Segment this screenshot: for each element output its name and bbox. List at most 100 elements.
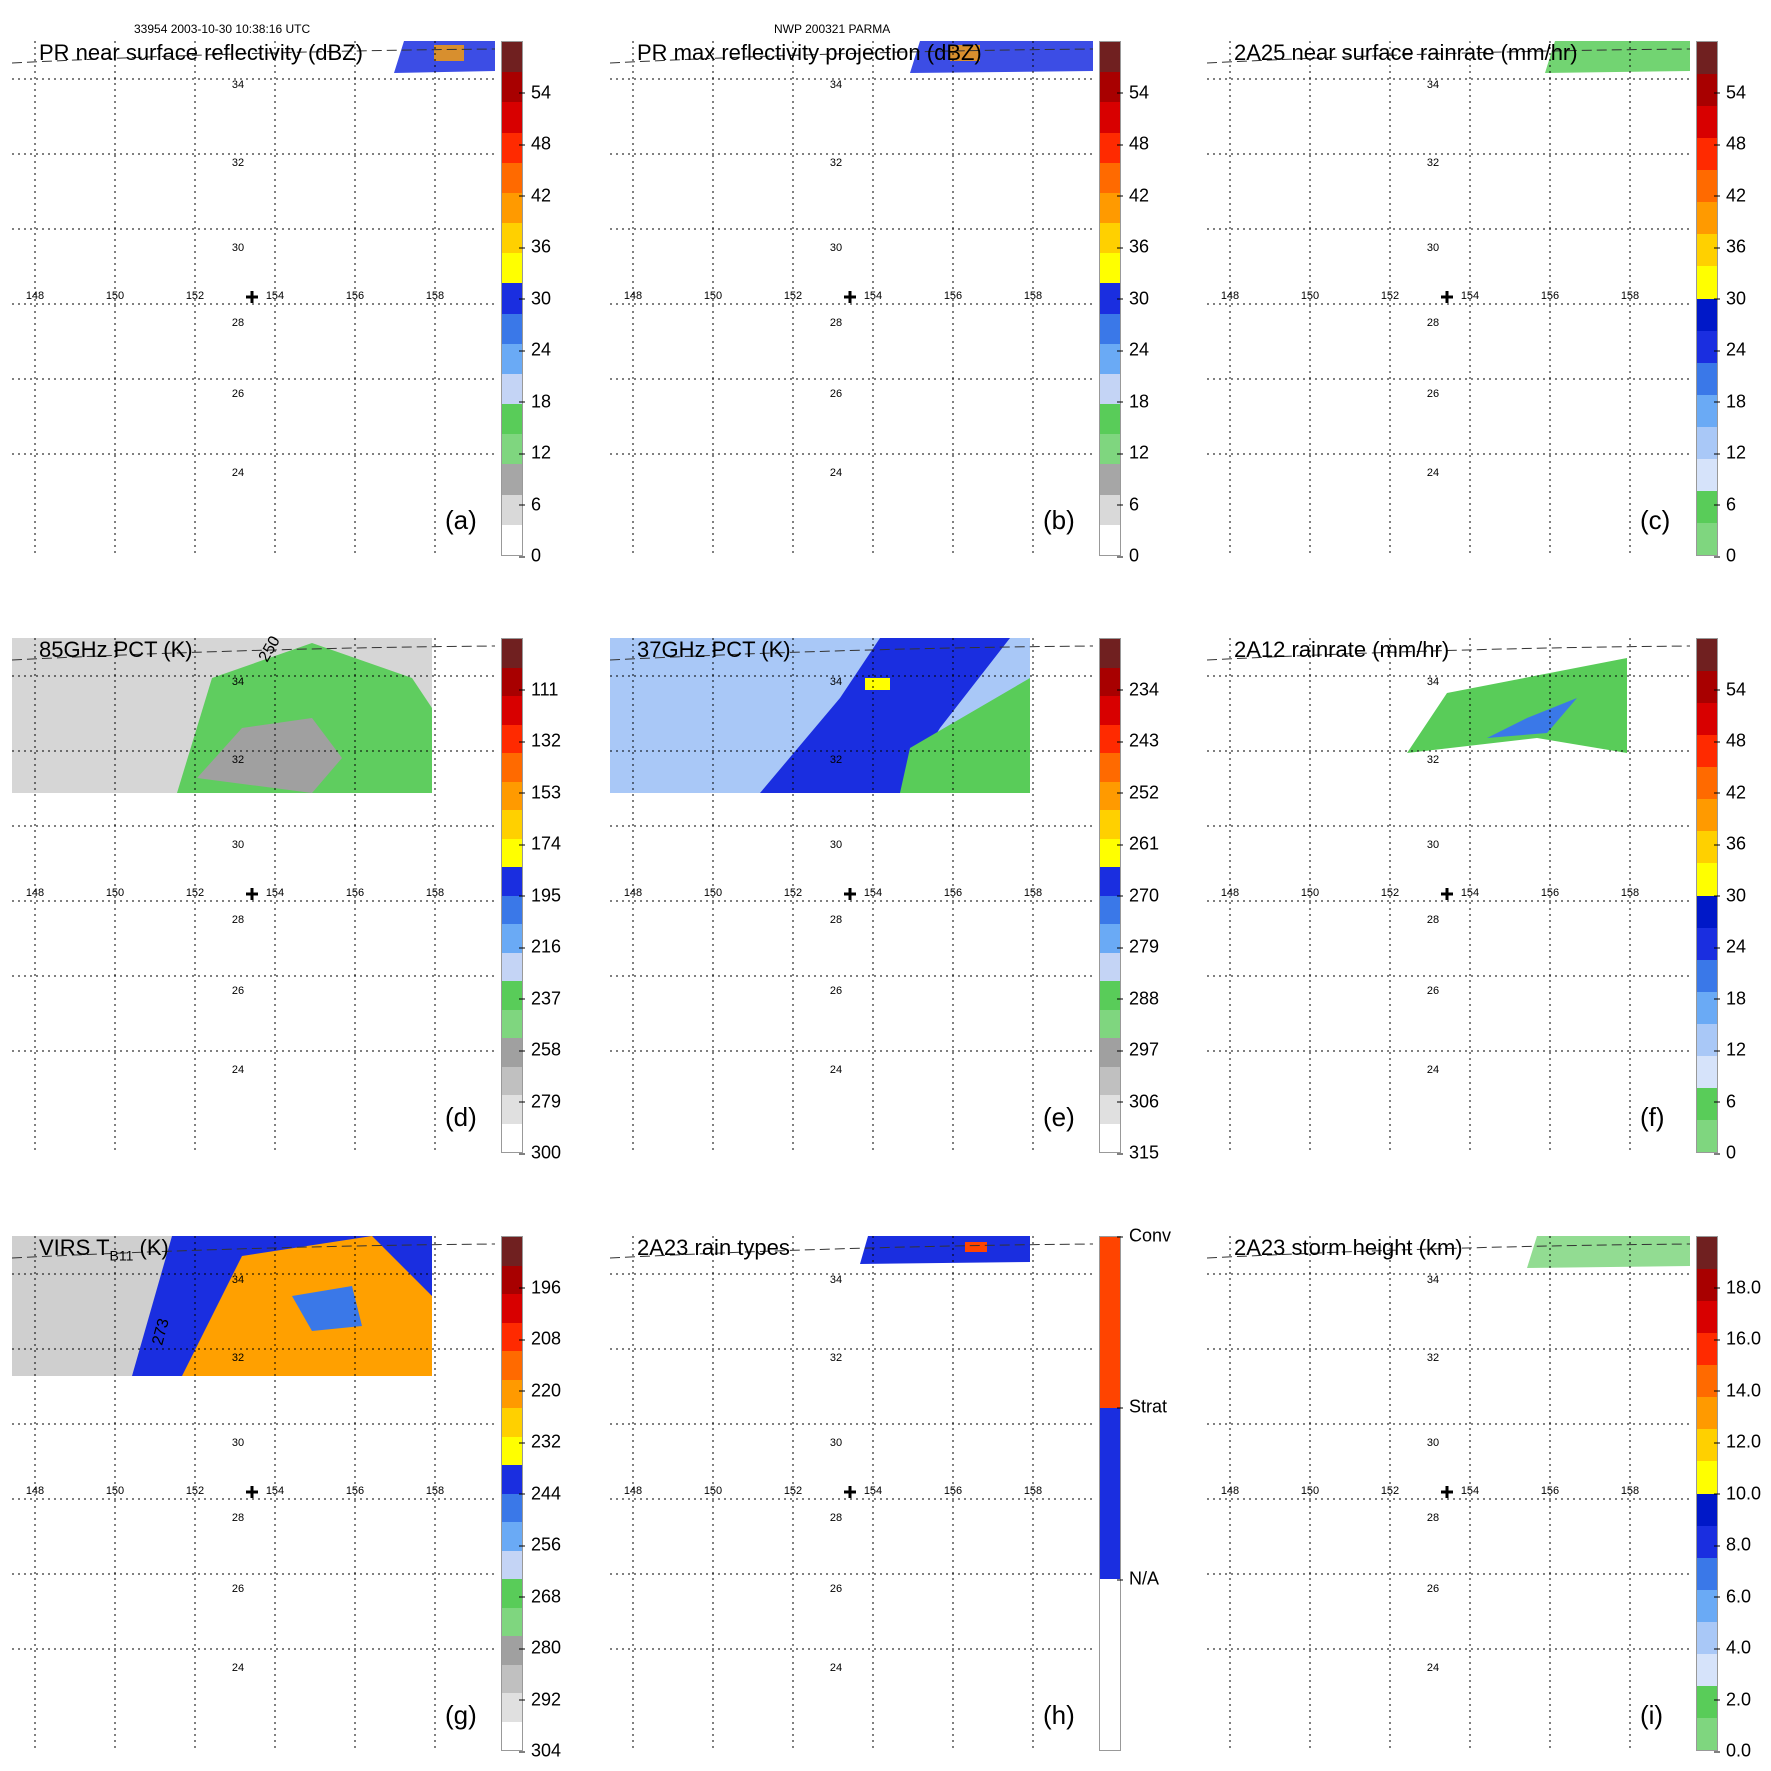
colorbar-ticks: 54 48 42 36 30 24 18 12 6 0 [1714,41,1771,566]
panel-a: 148 150 152 154 156 158 34 32 30 28 26 24 PR near su… [0,0,551,566]
colorbar-segment [502,223,522,255]
colorbar-tick-label: 244 [519,1483,561,1504]
lat-label: 34 [830,676,842,688]
colorbar-segment [502,162,522,194]
lat-label: 28 [1427,317,1439,329]
colorbar-ticks: Conv Strat N/A [1117,1226,1197,1751]
lon-label: 152 [784,887,802,899]
colorbar-segment [502,1351,522,1381]
colorbar-segment [1697,1685,1717,1719]
lat-label: 26 [232,1583,244,1595]
colorbar-segment [1697,170,1717,204]
graticule [1207,41,1690,556]
colorbar-tick-label: 30 [1714,288,1746,309]
panel-label: (b) [1043,505,1075,535]
colorbar-segment [1697,1461,1717,1495]
lon-label: 150 [1301,887,1319,899]
colorbar-segment [1100,867,1120,897]
lon-label: 152 [1381,290,1399,302]
colorbar-segment [1100,1578,1120,1750]
colorbar-segment [1100,343,1120,375]
lon-label: 152 [186,290,204,302]
swath-image [12,638,432,793]
colorbar-tick-label: Strat [1117,1397,1167,1418]
colorbar-tick-label: 292 [519,1689,561,1710]
lon-label: 148 [624,887,642,899]
colorbar-segment [502,42,522,74]
colorbar-tick-label: 54 [519,82,551,103]
colorbar-tick-label: 232 [519,1432,561,1453]
header-orbit-datetime: 33954 2003-10-30 10:38:16 UTC [134,22,311,36]
colorbar-segment [502,102,522,134]
lat-label: 24 [232,1662,244,1674]
graticule [1207,1236,1690,1751]
colorbar-segment [1697,767,1717,801]
lat-label: 32 [1427,157,1439,169]
colorbar-tick-label: 42 [1117,185,1149,206]
lat-label: 30 [1427,839,1439,851]
graticule [12,1236,495,1751]
graticule [12,41,495,556]
lon-label: 156 [346,1485,364,1497]
lon-label: 154 [864,887,882,899]
colorbar-tick-label: 300 [519,1143,561,1164]
lon-label: 148 [1221,1485,1239,1497]
lat-label: 26 [1427,1583,1439,1595]
swath-image [1407,658,1627,753]
colorbar [501,41,523,556]
colorbar-tick-label: 6 [519,494,541,515]
colorbar-tick-label: 24 [1714,340,1746,361]
panel-e: 148 150 152 154 156 158 34 32 30 28 26 24 37GHz PCT … [598,597,1159,1163]
lat-label: 32 [1427,754,1439,766]
colorbar-tick-label: 42 [1714,782,1746,803]
colorbar-tick-label: 132 [519,731,561,752]
panel-label: (h) [1043,1700,1075,1730]
panel-b: 148 150 152 154 156 158 34 32 30 28 26 24 PR max ref… [598,0,1149,566]
lon-label: 158 [1024,1485,1042,1497]
colorbar-segment [1100,42,1120,74]
colorbar-segment [1697,1397,1717,1431]
lat-label: 34 [1427,676,1439,688]
colorbar-tick-label: 280 [519,1638,561,1659]
colorbar-tick-label: 111 [519,679,558,700]
colorbar-segment [1697,1429,1717,1463]
colorbar-tick-label: 48 [1714,134,1746,155]
lat-label: 30 [1427,242,1439,254]
colorbar-segment [1697,1621,1717,1655]
lat-label: 24 [830,467,842,479]
colorbar-segment [502,1579,522,1609]
colorbar-segment [1100,1009,1120,1040]
colorbar-segment [1100,1095,1120,1125]
lat-label: 32 [232,754,244,766]
colorbar-tick-label: 306 [1117,1091,1159,1112]
colorbar-tick-label: 12 [519,443,551,464]
colorbar-segment [1697,959,1717,993]
lat-label: 30 [232,242,244,254]
lat-label: 30 [830,242,842,254]
colorbar-segment [502,1322,522,1353]
lat-label: 28 [830,1512,842,1524]
lat-label: 26 [830,388,842,400]
map-f: 148 150 152 154 156 158 34 32 30 28 26 24 [1206,638,1691,1153]
colorbar-tick-label: 0 [1714,1143,1736,1164]
lon-label: 148 [26,290,44,302]
panel-title: 2A25 near surface rainrate (mm/hr) [1234,40,1578,65]
lon-label: 154 [864,290,882,302]
swath-image [1527,1236,1690,1268]
graticule [12,638,495,1153]
colorbar-segment [1100,464,1120,496]
lat-label: 28 [1427,1512,1439,1524]
swath-image [1545,41,1690,73]
colorbar-tick-label: 288 [1117,988,1159,1009]
lon-label: 150 [1301,290,1319,302]
colorbar-segment [502,1522,522,1552]
lat-label: 32 [232,1352,244,1364]
colorbar-segment [502,1465,522,1495]
colorbar-tick-label: 268 [519,1586,561,1607]
colorbar-tick-label: 8.0 [1714,1535,1751,1556]
colorbar-tick-label: 315 [1117,1143,1159,1164]
colorbar-segment [502,343,522,375]
colorbar-segment [1697,394,1717,428]
lon-label: 158 [426,887,444,899]
colorbar-segment [1697,1653,1717,1687]
